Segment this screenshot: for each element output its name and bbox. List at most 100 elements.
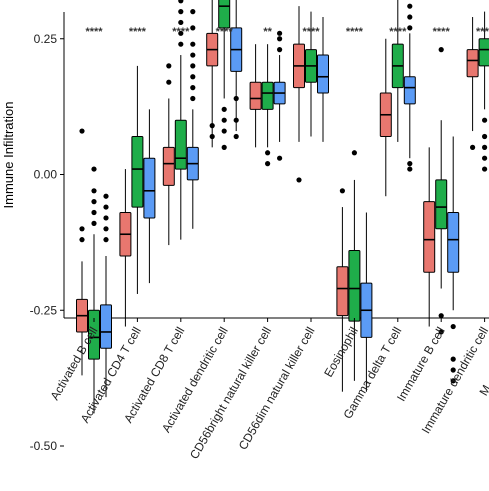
outlier-point	[91, 209, 97, 216]
outlier-point	[277, 155, 283, 161]
outlier-point	[91, 188, 97, 194]
outlier-point	[178, 9, 184, 15]
significance-label: ****	[346, 26, 364, 38]
outlier-point	[482, 133, 488, 140]
significance-label: ****	[476, 26, 489, 38]
outlier-point	[103, 193, 109, 199]
outlier-point	[79, 237, 85, 243]
outlier-point	[407, 25, 413, 31]
outlier-point	[482, 144, 488, 150]
y-ticks: -0.50-0.250.000.250.50	[30, 32, 64, 453]
outlier-point	[91, 166, 97, 172]
significance-label: ****	[216, 26, 234, 38]
outlier-point	[339, 188, 345, 194]
significance-label: **	[263, 26, 272, 38]
outlier-point	[178, 0, 184, 4]
outlier-point	[221, 117, 227, 123]
box	[447, 212, 460, 273]
outlier-point	[438, 329, 444, 335]
box	[466, 49, 479, 78]
outlier-point	[190, 63, 196, 69]
box	[336, 266, 349, 317]
outlier-point	[470, 144, 476, 150]
significance-label: ****	[129, 26, 147, 38]
box	[218, 0, 231, 29]
box	[435, 179, 448, 230]
outlier-point	[450, 378, 456, 384]
outlier-point	[221, 144, 227, 150]
x-tick-label: Eosinophil	[321, 325, 361, 380]
x-tick-label: CD56bright natural killer cell	[187, 325, 274, 462]
outlier-point	[265, 150, 271, 156]
outlier-point	[407, 3, 413, 9]
outlier-point	[103, 226, 109, 232]
outlier-point	[351, 150, 357, 156]
outlier-point	[296, 177, 302, 183]
outlier-point	[190, 52, 196, 58]
outlier-point	[407, 161, 413, 167]
box	[249, 81, 262, 110]
box	[478, 38, 489, 67]
box	[143, 157, 156, 219]
significance-label: ****	[433, 26, 451, 38]
outlier-point	[209, 133, 215, 140]
outlier-point	[91, 199, 97, 205]
box	[348, 250, 361, 322]
outlier-point	[166, 79, 172, 85]
outlier-point	[407, 14, 413, 20]
significance-label: ****	[85, 26, 103, 38]
outlier-point	[190, 74, 196, 80]
outlier-point	[178, 41, 184, 47]
outlier-point	[233, 117, 239, 123]
outlier-point	[277, 47, 283, 53]
box	[162, 146, 175, 186]
outlier-point	[233, 95, 239, 102]
outlier-point	[438, 313, 444, 319]
box	[131, 135, 144, 208]
outlier-point	[190, 41, 196, 47]
box	[423, 201, 436, 273]
outlier-point	[438, 47, 444, 53]
x-tick-label-partial: M	[476, 383, 489, 399]
outlier-point	[79, 226, 85, 232]
boxes-layer	[76, 0, 489, 414]
x-tick-label: CD56dim natural killer cell	[236, 325, 318, 453]
outlier-point	[277, 30, 283, 36]
y-tick-label: -0.25	[30, 303, 58, 317]
outlier-point	[190, 25, 196, 31]
box	[317, 54, 329, 94]
outlier-point	[178, 30, 184, 36]
outlier-point	[91, 220, 97, 226]
y-axis-title: Immune Infiltration	[1, 102, 16, 209]
box	[174, 119, 187, 170]
outlier-point	[233, 133, 239, 140]
significance-label: ****	[389, 26, 407, 38]
outlier-point	[482, 155, 488, 161]
box	[88, 309, 100, 360]
outlier-point	[178, 19, 184, 26]
outlier-point	[265, 161, 271, 167]
outlier-point	[209, 123, 215, 129]
outlier-point	[103, 237, 109, 243]
outlier-point	[103, 204, 109, 210]
box	[261, 81, 274, 110]
outlier-point	[482, 117, 488, 123]
outlier-point	[221, 106, 227, 112]
axes-layer	[63, 12, 489, 319]
outlier-point	[166, 63, 172, 69]
outlier-point	[482, 166, 488, 172]
outlier-point	[277, 36, 283, 42]
outlier-point	[450, 367, 456, 373]
outlier-point	[407, 166, 413, 172]
y-tick-label: 0.25	[34, 32, 58, 46]
outlier-point	[450, 323, 456, 330]
outlier-point	[103, 215, 109, 221]
significance-layer: **************************************	[85, 26, 489, 38]
box	[403, 76, 416, 105]
y-tick-label: -0.50	[30, 439, 58, 453]
outlier-point	[79, 128, 85, 134]
outlier-point	[190, 95, 196, 102]
